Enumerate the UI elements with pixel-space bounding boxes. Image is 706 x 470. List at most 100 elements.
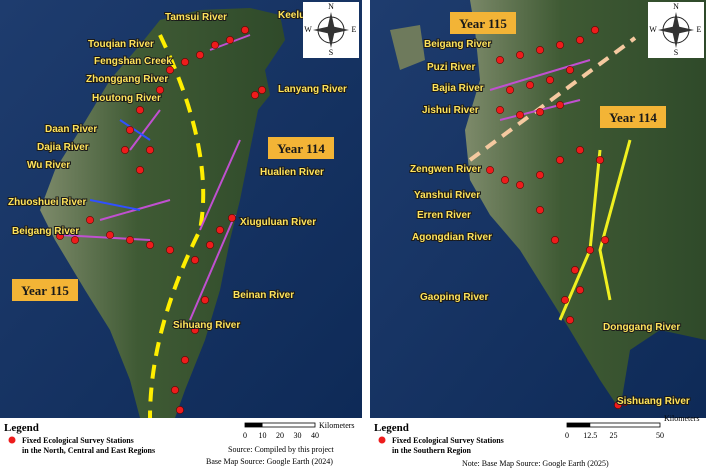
station-dot	[56, 232, 64, 240]
river-label: Xiuguluan River	[240, 217, 316, 228]
station-dot	[191, 326, 199, 334]
river-label: Tamsui River	[165, 12, 227, 23]
scale-unit: Kilometers	[664, 414, 700, 423]
legend-text: Fixed Ecological Survey Stations	[22, 436, 134, 445]
station-dot	[506, 86, 514, 94]
station-dot	[576, 36, 584, 44]
station-dot	[556, 101, 564, 109]
river-label: Dajia River	[37, 142, 89, 153]
station-dot	[596, 156, 604, 164]
river-label: Gaoping River	[420, 292, 488, 303]
station-dot	[546, 76, 554, 84]
station-dot	[206, 241, 214, 249]
station-dot	[536, 171, 544, 179]
river-label: Beigang River	[12, 226, 79, 237]
compass-star	[313, 12, 349, 48]
year-box	[12, 279, 78, 301]
station-dot	[496, 106, 504, 114]
scale-tick: 12.5	[583, 431, 597, 440]
station-dot	[171, 386, 179, 394]
station-dot	[191, 256, 199, 264]
compass-w: W	[649, 25, 657, 34]
station-dot	[576, 286, 584, 294]
river-label: Bajia River	[432, 83, 484, 94]
station-dot	[176, 406, 184, 414]
station-dot	[536, 108, 544, 116]
river-label: Beinan River	[233, 290, 294, 301]
compass-e: E	[352, 25, 357, 34]
station-dot	[516, 181, 524, 189]
station-dot	[126, 236, 134, 244]
station-dot	[516, 51, 524, 59]
station-dot	[251, 91, 259, 99]
river-label: Zhuoshuei River	[8, 197, 86, 208]
river-label: Wu River	[27, 160, 70, 171]
station-dot	[181, 58, 189, 66]
year-label: Year 115	[21, 283, 69, 298]
compass-w: W	[304, 25, 312, 34]
year-label: Year 114	[277, 141, 325, 156]
station-dot	[586, 246, 594, 254]
station-dot	[258, 86, 266, 94]
station-dot	[181, 356, 189, 364]
river-label: Zhonggang River	[86, 74, 168, 85]
year-box	[268, 137, 334, 159]
river-label: Jishui River	[422, 105, 479, 116]
river-label: Zengwen River	[410, 164, 481, 175]
legend-text: in the North, Central and East Regions	[22, 446, 155, 455]
river-label: Sihuang River	[173, 320, 240, 331]
station-dot	[201, 296, 209, 304]
compass-s: S	[329, 48, 333, 57]
scale-tick: 0	[565, 431, 569, 440]
station-dot	[86, 216, 94, 224]
station-dot	[536, 46, 544, 54]
year-label: Year 115	[459, 16, 507, 31]
scale-bar-fill	[245, 423, 263, 427]
left-map	[0, 0, 362, 418]
river-label: Beigang River	[424, 39, 491, 50]
station-dot	[146, 146, 154, 154]
legend-dot	[8, 436, 16, 444]
station-dot	[228, 214, 236, 222]
scale-tick: 40	[311, 431, 319, 440]
station-dot	[211, 41, 219, 49]
legend-title: Legend	[374, 422, 409, 434]
note-line: Note: Base Map Source: Google Earth (202…	[462, 459, 609, 468]
river-label: Puzi River	[427, 62, 475, 73]
station-dot	[156, 86, 164, 94]
station-dot	[576, 146, 584, 154]
station-dot	[571, 266, 579, 274]
year-box	[450, 12, 516, 34]
station-dot	[516, 111, 524, 119]
station-dot	[556, 156, 564, 164]
station-dot	[526, 81, 534, 89]
station-dot	[621, 398, 629, 406]
station-dot	[486, 166, 494, 174]
scale-tick: 25	[610, 431, 618, 440]
compass-n: N	[673, 2, 679, 11]
scale-unit: Kilometers	[319, 421, 355, 430]
scale-bar-fill	[567, 423, 591, 427]
station-dot	[501, 176, 509, 184]
station-dot	[601, 236, 609, 244]
source-line: Source: Compiled by this project	[228, 445, 335, 454]
compass-star	[658, 12, 694, 48]
station-dot	[136, 166, 144, 174]
compass-s: S	[674, 48, 678, 57]
scale-tick: 0	[243, 431, 247, 440]
station-dot	[121, 146, 129, 154]
river-label: Erren River	[417, 210, 471, 221]
station-dot	[566, 316, 574, 324]
river-label: Touqian River	[88, 39, 154, 50]
river-label: Agongdian River	[412, 232, 492, 243]
legend-dot	[378, 436, 386, 444]
legend-text: Fixed Ecological Survey Stations	[392, 436, 504, 445]
station-dot	[146, 241, 154, 249]
station-dot	[126, 126, 134, 134]
river-label: Donggang River	[603, 322, 680, 333]
station-dot	[216, 226, 224, 234]
river-label: Yanshui River	[414, 190, 480, 201]
station-dot	[196, 51, 204, 59]
river-label: Daan River	[45, 124, 97, 135]
station-dot	[614, 401, 622, 409]
